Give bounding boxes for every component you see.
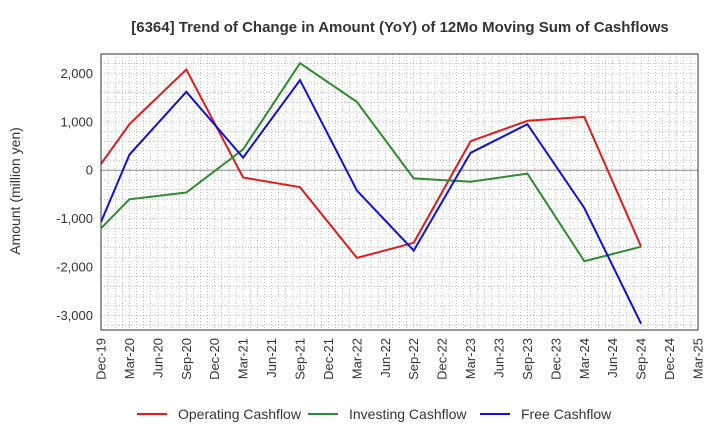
x-tick-label: Jun-20 <box>150 338 165 378</box>
y-tick-label: 2,000 <box>60 66 93 81</box>
legend-label-operating-cashflow: Operating Cashflow <box>178 406 302 422</box>
y-tick-label: 0 <box>86 163 93 178</box>
x-tick-label: Dec-20 <box>207 338 222 380</box>
y-axis-label: Amount (million yen) <box>7 127 23 255</box>
x-tick-label: Dec-23 <box>548 338 563 380</box>
series-group <box>100 61 643 325</box>
x-tick-label: Sep-24 <box>634 338 649 380</box>
x-tick-labels: Dec-19 Mar-20 Jun-20 Sep-20 Dec-20 Mar-21 Jun-… <box>94 338 706 380</box>
y-tick-label: -1,000 <box>56 211 93 226</box>
x-tick-label: Sep-21 <box>293 338 308 380</box>
x-tick-label: Mar-23 <box>463 338 478 379</box>
x-tick-label: Jun-21 <box>264 338 279 378</box>
legend-label-free-cashflow: Free Cashflow <box>521 406 612 422</box>
y-tick-labels: 2,000 1,000 0 -1,000 -2,000 -3,000 <box>56 66 93 323</box>
x-tick-label: Sep-22 <box>406 338 421 380</box>
x-tick-label: Sep-23 <box>520 338 535 380</box>
y-tick-label: 1,000 <box>60 114 93 129</box>
x-tick-label: Mar-25 <box>691 338 706 379</box>
x-tick-label: Mar-22 <box>349 338 364 379</box>
x-tick-label: Dec-22 <box>435 338 450 380</box>
series-line-free-cashflow <box>100 78 642 325</box>
plot-frame <box>100 53 699 331</box>
chart-title: [6364] Trend of Change in Amount (YoY) o… <box>131 19 669 36</box>
x-tick-label: Mar-20 <box>122 338 137 379</box>
x-tick-label: Sep-20 <box>179 338 194 380</box>
x-tick-label: Mar-24 <box>577 338 592 379</box>
x-tick-label: Jun-23 <box>492 338 507 378</box>
series-line-operating-cashflow <box>100 67 643 260</box>
x-tick-label: Dec-21 <box>321 338 336 380</box>
x-tick-label: Dec-24 <box>662 338 677 380</box>
x-tick-label: Mar-21 <box>236 338 251 379</box>
legend-label-investing-cashflow: Investing Cashflow <box>349 406 467 422</box>
x-tick-label: Jun-22 <box>378 338 393 378</box>
x-tick-label: Dec-19 <box>94 338 109 380</box>
y-tick-label: -2,000 <box>56 260 93 275</box>
series-line-investing-cashflow <box>100 61 642 263</box>
y-tick-label: -3,000 <box>56 308 93 323</box>
legend: Operating Cashflow Investing Cashflow Free… <box>137 406 612 422</box>
x-tick-label: Jun-24 <box>605 338 620 378</box>
